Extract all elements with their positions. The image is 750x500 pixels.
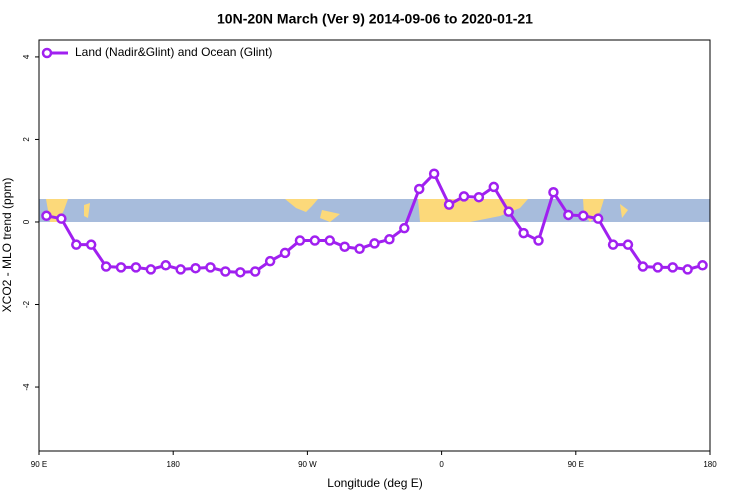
data-point: [369, 238, 380, 249]
data-point: [413, 183, 425, 195]
data-point: [428, 168, 440, 179]
legend-label: Land (Nadir&Glint) and Ocean (Glint): [75, 45, 272, 59]
data-point: [473, 191, 485, 203]
data-point: [384, 234, 395, 245]
data-point: [354, 243, 365, 255]
data-point: [682, 264, 693, 275]
x-tick-label: 90 W: [298, 460, 317, 469]
data-point: [190, 262, 201, 274]
data-point: [488, 181, 500, 193]
data-point: [622, 239, 634, 250]
data-point: [220, 266, 231, 277]
map-band: [39, 199, 710, 222]
x-tick-label: 180: [167, 460, 181, 469]
data-point: [503, 206, 514, 217]
data-point: [578, 210, 589, 222]
data-point: [205, 262, 216, 273]
data-point: [41, 210, 52, 222]
data-point: [607, 239, 619, 250]
data-point: [175, 264, 186, 275]
data-point: [518, 227, 529, 239]
data-point: [264, 255, 276, 267]
y-tick-label: 0: [22, 219, 31, 224]
data-point: [115, 262, 127, 273]
x-tick-label: 0: [439, 460, 444, 469]
data-point: [533, 235, 544, 246]
x-tick-label: 90 E: [31, 460, 47, 469]
data-point: [235, 267, 246, 278]
data-point: [130, 262, 142, 273]
x-tick-label: 90 E: [568, 460, 584, 469]
data-point: [563, 209, 574, 221]
data-point: [294, 235, 306, 246]
legend-marker: [41, 47, 53, 59]
data-point: [56, 213, 67, 224]
data-point: [652, 262, 664, 273]
data-point: [309, 235, 321, 246]
data-point: [458, 191, 470, 202]
data-point: [100, 261, 112, 272]
y-axis-label: XCO2 - MLO trend (ppm): [0, 178, 14, 313]
y-tick-label: -4: [22, 383, 31, 391]
data-point: [697, 260, 708, 271]
data-point: [85, 239, 97, 250]
x-axis-label: Longitude (deg E): [327, 476, 422, 490]
data-point: [160, 260, 171, 271]
y-tick-label: 4: [22, 54, 31, 59]
data-point: [339, 241, 350, 252]
y-tick-label: -2: [22, 300, 31, 308]
data-point: [443, 199, 455, 210]
data-point: [399, 222, 410, 234]
series-line: [46, 171, 703, 274]
data-point: [249, 266, 261, 277]
y-tick-label: 2: [22, 137, 31, 142]
data-point: [592, 213, 604, 224]
chart-title: 10N-20N March (Ver 9) 2014-09-06 to 2020…: [217, 11, 533, 27]
data-point: [279, 247, 291, 259]
x-tick-label: 180: [703, 460, 717, 469]
plot-frame: [38, 39, 711, 452]
data-point: [548, 187, 559, 198]
data-point: [145, 264, 157, 275]
data-point: [71, 239, 82, 250]
data-point: [667, 262, 678, 273]
data-point: [324, 235, 336, 246]
data-point: [637, 261, 649, 272]
